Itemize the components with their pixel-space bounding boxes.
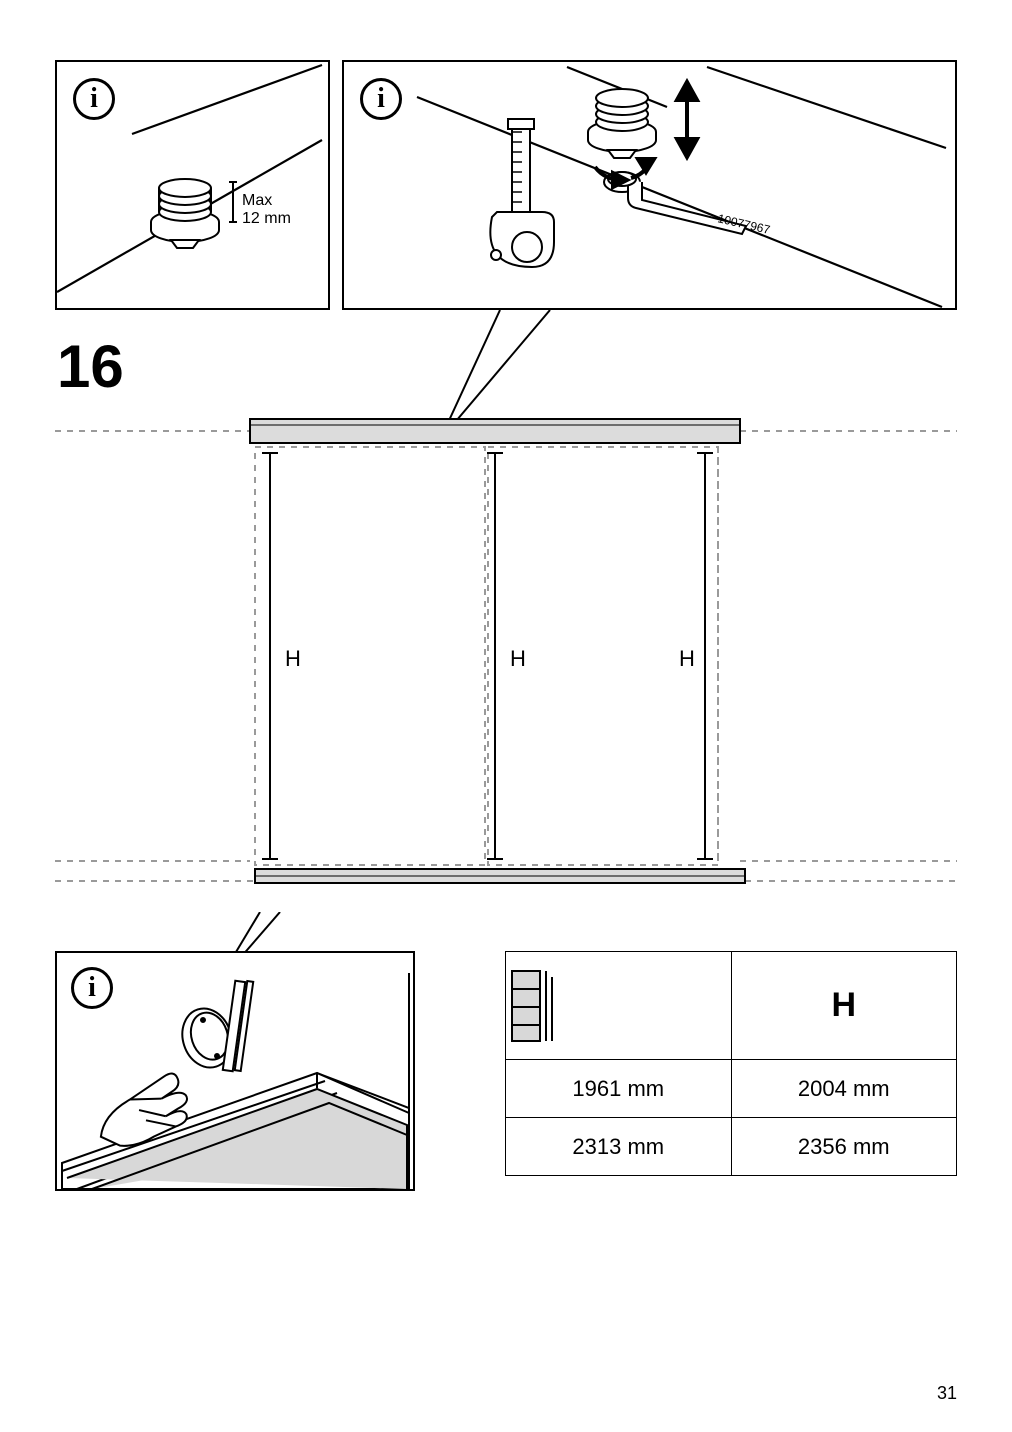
cell-rail-height-2: 2313 mm	[506, 1118, 732, 1176]
bottom-row: H 1961 mm 2004 mm 2313 mm 2356 mm	[55, 951, 957, 1191]
max-value: 12 mm	[242, 210, 291, 227]
panel-rail-detail	[55, 951, 415, 1191]
max-dimension-label: Max 12 mm	[242, 192, 291, 229]
cell-h-1: 2004 mm	[731, 1060, 957, 1118]
assembly-page: Max 12 mm	[0, 0, 1012, 1432]
table-row: 2313 mm 2356 mm	[506, 1118, 957, 1176]
height-label-2: H	[510, 646, 526, 672]
tool-adjust-illustration: 10077967	[344, 62, 955, 312]
cell-rail-height-1: 1961 mm	[506, 1060, 732, 1118]
panel-bolt-max: Max 12 mm	[55, 60, 330, 310]
height-label-1: H	[285, 646, 301, 672]
info-icon	[71, 967, 113, 1009]
dimension-table: H 1961 mm 2004 mm 2313 mm 2356 mm	[505, 951, 957, 1176]
height-label-3: H	[679, 646, 695, 672]
table-row: 1961 mm 2004 mm	[506, 1060, 957, 1118]
info-icon	[73, 78, 115, 120]
max-text: Max	[242, 192, 272, 209]
panel-tool-adjust: 10077967	[342, 60, 957, 310]
page-number: 31	[937, 1383, 957, 1404]
table-header-h: H	[731, 952, 957, 1060]
top-panels-row: Max 12 mm	[55, 60, 957, 310]
rail-profile-icon	[506, 967, 560, 1045]
info-icon	[360, 78, 402, 120]
table-header-icon	[506, 952, 732, 1060]
part-number-label: 10077967	[716, 211, 771, 237]
cell-h-2: 2356 mm	[731, 1118, 957, 1176]
main-elevation-diagram: H H H	[55, 411, 957, 901]
